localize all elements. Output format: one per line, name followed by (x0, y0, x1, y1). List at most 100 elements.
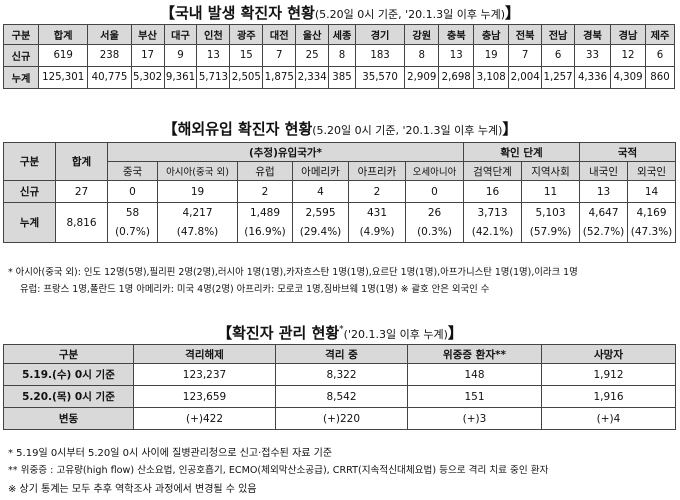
overseas-sub-header: 내국인 (579, 161, 629, 181)
data-cell: 19 (473, 44, 510, 67)
data-cell: 8,542 (275, 385, 408, 408)
data-cell: 9,361 (163, 66, 198, 89)
data-cell: 1,916 (541, 385, 676, 408)
domestic-title: 【국내 발생 확진자 현황(5.20일 0시 기준, '20.1.3일 이후 누… (159, 4, 521, 22)
pct-cell: (47.3%) (627, 222, 677, 243)
data-cell: 1,912 (541, 363, 676, 386)
data-cell: 9 (163, 44, 198, 67)
overseas-gubun-header: 구분 (3, 142, 56, 181)
domestic-table: 구분 합계 서울 부산 대구 인천 광주 대전 울산 세종 경기 강원 충북 충… (3, 24, 675, 89)
domestic-header-cell: 서울 (87, 24, 132, 45)
data-cell: 2 (237, 180, 293, 203)
overseas-header-row-2: 중국 아시아(중국 외) 유럽 아메리카 아프리카 오세아니아 검역단계 지역사… (4, 161, 677, 181)
overseas-total-header: 합계 (55, 142, 108, 181)
overseas-header-row-1: 구분 합계 (추정)유입국가* 확인 단계 국적 (3, 142, 677, 181)
domestic-header-cell: 경남 (610, 24, 647, 45)
overseas-row-cum: 누계 8,816 58 4,217 1,489 2,595 431 26 3,7… (3, 202, 677, 243)
data-cell: 13 (579, 180, 629, 203)
domestic-header-cell: 제주 (645, 24, 675, 45)
row-label: 변동 (3, 407, 134, 430)
data-cell: 619 (37, 44, 89, 67)
data-cell: 2,909 (404, 66, 440, 89)
data-cell: 4,336 (574, 66, 612, 89)
overseas-note-2: 유럽: 프랑스 1명,폴란드 1명 아메리카: 미국 4명(2명) 아프리카: … (20, 284, 490, 295)
data-cell: 125,301 (37, 66, 89, 89)
pct-cell: (57.9%) (520, 222, 581, 243)
overseas-nation-group-header: 국적 (579, 142, 677, 162)
management-header-cell: 구분 (3, 344, 134, 364)
domestic-header-cell: 충남 (473, 24, 510, 45)
data-cell: 123,659 (133, 385, 276, 408)
domestic-header-cell: 인천 (196, 24, 231, 45)
domestic-header-cell: 대구 (163, 24, 198, 45)
overseas-title-sub: (5.20일 0시 기준, '20.1.3일 이후 누계) (312, 124, 503, 137)
domestic-title-main: 국내 발생 확진자 현황 (174, 4, 315, 22)
management-header-cell: 위중증 환자** (407, 344, 542, 364)
data-cell: 123,237 (133, 363, 276, 386)
domestic-header-cell: 전남 (541, 24, 576, 45)
data-cell: 6 (645, 44, 675, 67)
data-cell: 2,505 (229, 66, 264, 89)
data-cell: (+)3 (407, 407, 542, 430)
overseas-sub-header: 아프리카 (348, 161, 406, 181)
data-cell: 25 (295, 44, 330, 67)
data-cell: 16 (463, 180, 522, 203)
data-cell: 33 (574, 44, 612, 67)
data-cell: 5,103 (520, 202, 581, 223)
row-label: 누계 (3, 202, 56, 243)
overseas-title: 【해외유입 확진자 현황(5.20일 0시 기준, '20.1.3일 이후 누계… (162, 120, 518, 138)
data-cell: 0 (405, 180, 464, 203)
management-title-sup: * (339, 324, 344, 335)
overseas-row-new: 신규 27 0 19 2 4 2 0 16 11 13 14 (3, 180, 677, 203)
overseas-sub-header: 아시아(중국 외) (157, 161, 238, 181)
data-cell: 148 (407, 363, 542, 386)
data-cell: 13 (438, 44, 475, 67)
domestic-header-cell: 광주 (229, 24, 264, 45)
overseas-region-group-header: (추정)유입국가* (107, 142, 464, 162)
data-cell: 4,647 (579, 202, 629, 223)
data-cell: 2,334 (295, 66, 330, 89)
domestic-header-cell: 경기 (354, 24, 406, 45)
pct-cell: (4.9%) (348, 222, 406, 243)
data-cell: 27 (55, 180, 108, 203)
data-cell: 8,322 (275, 363, 408, 386)
domestic-header-row: 구분 합계 서울 부산 대구 인천 광주 대전 울산 세종 경기 강원 충북 충… (3, 24, 675, 45)
data-cell: 19 (157, 180, 238, 203)
data-cell: 4,217 (157, 202, 238, 223)
overseas-sub-header: 오세아니아 (405, 161, 464, 181)
overseas-sub-header: 외국인 (627, 161, 677, 181)
pct-cell: (0.3%) (405, 222, 464, 243)
data-cell: 12 (610, 44, 647, 67)
management-header-cell: 사망자 (541, 344, 676, 364)
data-cell: 385 (328, 66, 356, 89)
domestic-row-cum: 누계 125,301 40,775 5,302 9,361 5,713 2,50… (3, 66, 675, 89)
management-title: 【확진자 관리 현황*('20.1.3일 이후 누계)】 (217, 324, 463, 342)
data-cell: 26 (405, 202, 464, 223)
overseas-title-main: 해외유입 확진자 현황 (177, 120, 313, 138)
data-cell: 238 (87, 44, 132, 67)
data-cell: 3,713 (463, 202, 522, 223)
overseas-note-1: * 아시아(중국 외): 인도 12명(5명),필리핀 2명(2명),러시아 1… (8, 267, 578, 278)
domestic-header-cell: 전북 (508, 24, 543, 45)
management-header-cell: 격리해제 (133, 344, 276, 364)
domestic-header-cell: 합계 (37, 24, 89, 45)
pct-cell: (42.1%) (463, 222, 522, 243)
domestic-header-cell: 대전 (262, 24, 297, 45)
domestic-row-new: 신규 619 238 17 9 13 15 7 25 8 183 8 13 19… (3, 44, 675, 67)
overseas-sub-header: 아메리카 (292, 161, 349, 181)
domestic-title-sub: (5.20일 0시 기준, '20.1.3일 이후 누계) (314, 8, 506, 21)
management-header-cell: 격리 중 (275, 344, 408, 364)
data-cell: 8,816 (55, 202, 108, 243)
management-row: 5.20.(목) 0시 기준 123,659 8,542 151 1,916 (3, 385, 676, 408)
domestic-header-cell: 울산 (295, 24, 330, 45)
data-cell: 7 (262, 44, 297, 67)
data-cell: 2,698 (438, 66, 475, 89)
pct-cell: (52.7%) (579, 222, 629, 243)
data-cell: 2,004 (508, 66, 543, 89)
data-cell: (+)220 (275, 407, 408, 430)
data-cell: 7 (508, 44, 543, 67)
data-cell: 8 (328, 44, 356, 67)
data-cell: 1,875 (262, 66, 297, 89)
domestic-header-cell: 세종 (328, 24, 356, 45)
pct-cell: (47.8%) (157, 222, 238, 243)
